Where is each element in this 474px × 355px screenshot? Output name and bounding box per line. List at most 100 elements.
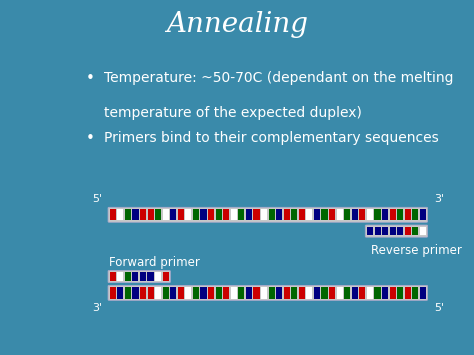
Bar xyxy=(397,287,403,299)
Bar xyxy=(261,287,267,299)
Bar xyxy=(344,209,350,220)
Bar xyxy=(420,287,426,299)
Bar xyxy=(412,227,419,235)
Bar xyxy=(382,209,388,220)
Text: Temperature: ~50-70C (dependant on the melting: Temperature: ~50-70C (dependant on the m… xyxy=(104,71,454,85)
Text: Reverse primer: Reverse primer xyxy=(371,244,462,257)
Bar xyxy=(132,287,138,299)
Text: Annealing: Annealing xyxy=(166,11,308,38)
Bar xyxy=(140,272,146,281)
Bar xyxy=(382,287,388,299)
Bar xyxy=(374,227,381,235)
Text: 5': 5' xyxy=(434,303,444,313)
Bar xyxy=(261,209,267,220)
FancyBboxPatch shape xyxy=(365,225,428,237)
Text: temperature of the expected duplex): temperature of the expected duplex) xyxy=(104,106,362,120)
Bar xyxy=(306,287,312,299)
Bar xyxy=(405,227,411,235)
Bar xyxy=(283,209,290,220)
Bar xyxy=(216,287,222,299)
Bar xyxy=(359,209,365,220)
FancyBboxPatch shape xyxy=(108,207,428,222)
Bar xyxy=(110,287,116,299)
Bar xyxy=(231,209,237,220)
Bar xyxy=(314,287,320,299)
Bar xyxy=(117,287,123,299)
Bar xyxy=(246,287,252,299)
Bar xyxy=(329,209,335,220)
Bar xyxy=(412,209,419,220)
Bar xyxy=(155,287,161,299)
Bar xyxy=(268,209,274,220)
Bar xyxy=(117,272,123,281)
Bar xyxy=(125,287,131,299)
Bar xyxy=(314,209,320,220)
Bar xyxy=(344,287,350,299)
Bar xyxy=(147,287,154,299)
Bar xyxy=(359,287,365,299)
Bar xyxy=(367,227,373,235)
Bar xyxy=(382,227,388,235)
Bar xyxy=(140,287,146,299)
Bar xyxy=(291,287,297,299)
Bar xyxy=(170,209,176,220)
Bar xyxy=(147,272,154,281)
Bar xyxy=(367,287,373,299)
Bar xyxy=(125,272,131,281)
Bar xyxy=(276,287,282,299)
Bar xyxy=(132,272,138,281)
Text: •: • xyxy=(85,131,94,146)
Bar xyxy=(155,209,161,220)
Bar xyxy=(337,287,343,299)
Bar xyxy=(283,287,290,299)
FancyBboxPatch shape xyxy=(108,271,170,283)
Bar xyxy=(185,287,191,299)
Bar xyxy=(223,209,229,220)
Bar xyxy=(110,209,116,220)
Bar xyxy=(163,209,169,220)
Bar xyxy=(390,227,396,235)
Text: 3': 3' xyxy=(92,303,102,313)
Bar xyxy=(397,227,403,235)
Bar xyxy=(178,209,184,220)
Bar xyxy=(329,287,335,299)
Bar xyxy=(246,209,252,220)
Bar xyxy=(193,287,199,299)
Bar xyxy=(276,209,282,220)
Text: 5': 5' xyxy=(92,195,102,204)
Bar xyxy=(420,209,426,220)
Bar xyxy=(412,287,419,299)
Bar xyxy=(201,209,207,220)
Bar xyxy=(163,272,169,281)
Bar xyxy=(299,287,305,299)
Bar xyxy=(397,209,403,220)
Bar xyxy=(223,287,229,299)
Bar xyxy=(231,287,237,299)
Bar xyxy=(390,287,396,299)
Bar xyxy=(178,287,184,299)
Bar xyxy=(216,209,222,220)
Bar xyxy=(201,287,207,299)
Bar xyxy=(208,287,214,299)
Bar xyxy=(352,209,358,220)
Bar xyxy=(132,209,138,220)
Bar xyxy=(405,209,411,220)
Bar xyxy=(117,209,123,220)
Bar xyxy=(337,209,343,220)
Bar xyxy=(254,287,260,299)
Text: Primers bind to their complementary sequences: Primers bind to their complementary sequ… xyxy=(104,131,439,145)
Bar xyxy=(291,209,297,220)
Bar xyxy=(374,287,381,299)
Bar xyxy=(110,272,116,281)
Bar xyxy=(238,209,245,220)
Bar xyxy=(140,209,146,220)
Bar xyxy=(268,287,274,299)
Bar xyxy=(238,287,245,299)
Bar xyxy=(193,209,199,220)
Bar xyxy=(254,209,260,220)
Bar xyxy=(170,287,176,299)
Bar xyxy=(306,209,312,220)
Bar xyxy=(155,272,161,281)
Bar xyxy=(208,209,214,220)
Bar xyxy=(147,209,154,220)
